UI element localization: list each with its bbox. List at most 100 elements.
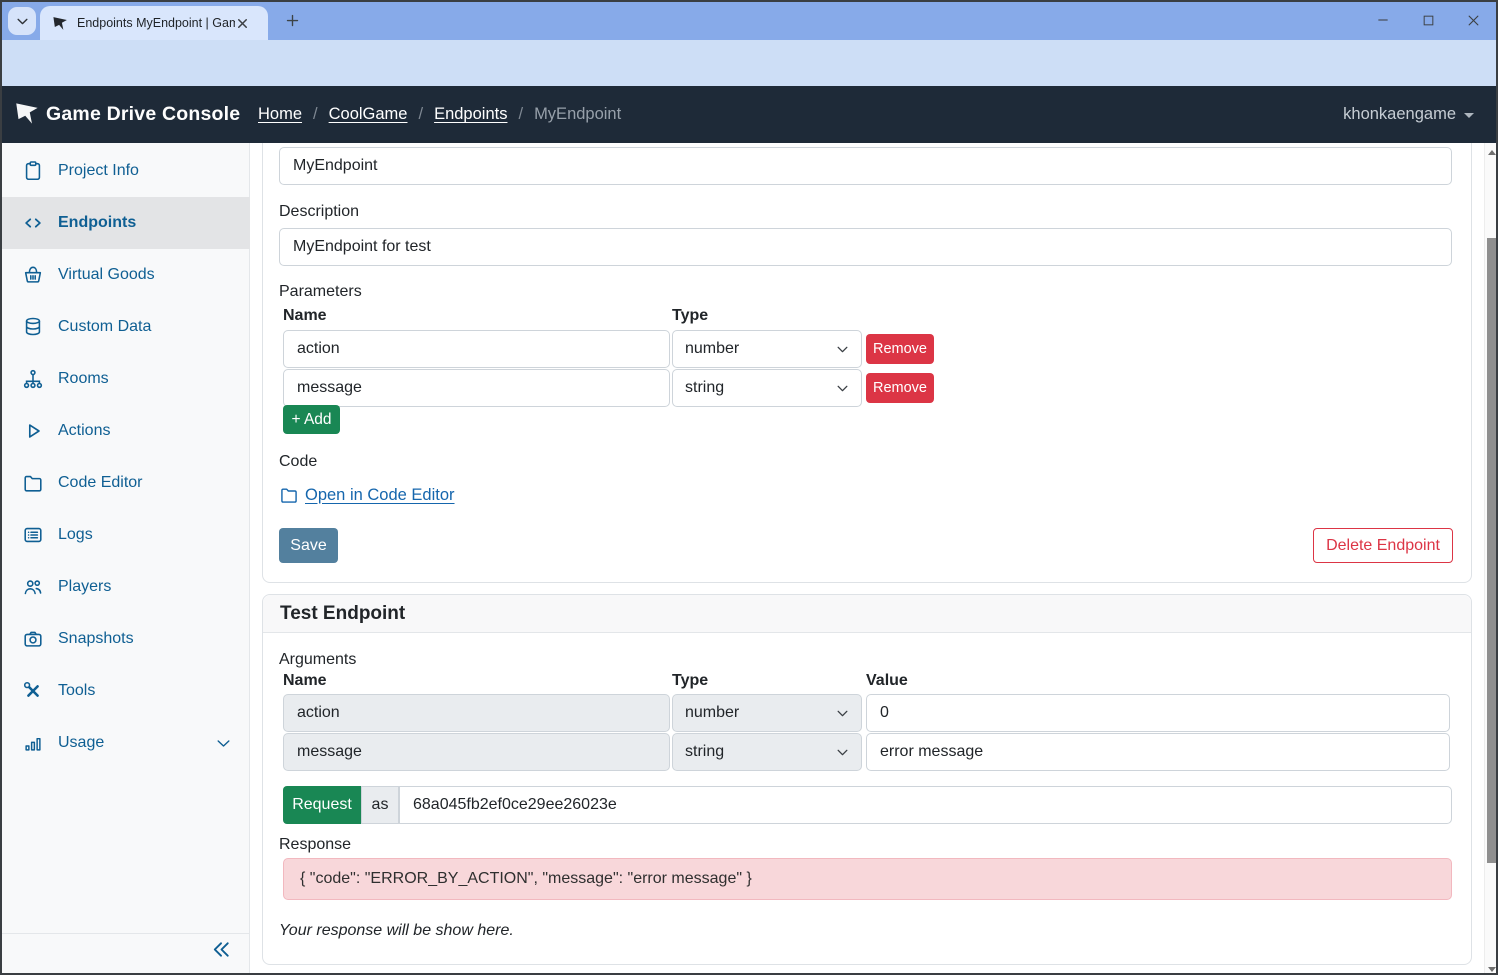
sidebar-item-virtual-goods[interactable]: Virtual Goods — [0, 249, 250, 301]
request-button[interactable]: Request — [283, 786, 361, 824]
window-maximize-button[interactable] — [1413, 0, 1443, 40]
plus-icon — [286, 14, 298, 26]
sitemap-icon — [23, 369, 43, 389]
window-close-icon — [1468, 15, 1478, 25]
scroll-down-arrow[interactable] — [1488, 967, 1496, 972]
param-name-input[interactable] — [283, 369, 670, 407]
database-icon — [25, 317, 41, 336]
player-id-input[interactable] — [399, 786, 1452, 824]
param-type-select[interactable]: number — [672, 330, 862, 368]
delete-endpoint-button[interactable]: Delete Endpoint — [1313, 528, 1453, 563]
breadcrumb: Home / CoolGame / Endpoints / MyEndpoint — [258, 86, 621, 143]
folder-icon — [24, 475, 42, 492]
sidebar-item-snapshots[interactable]: Snapshots — [0, 613, 250, 665]
arg-name-input — [283, 694, 670, 732]
sidebar-item-rooms[interactable]: Rooms — [0, 353, 250, 405]
username: khonkaengame — [1343, 105, 1456, 123]
tab-search-button[interactable] — [8, 7, 36, 35]
window-minimize-button[interactable] — [1368, 0, 1398, 40]
code-label: Code — [279, 453, 318, 470]
sidebar-item-tools[interactable]: Tools — [0, 665, 250, 717]
page-scrollbar[interactable] — [1484, 143, 1498, 975]
arg-type-header: Type — [672, 672, 709, 689]
sidebar-item-code-editor[interactable]: Code Editor — [0, 457, 250, 509]
open-code-editor-link[interactable]: Open in Code Editor — [279, 485, 455, 505]
arg-type-select: string — [672, 733, 862, 771]
scroll-up-arrow[interactable] — [1488, 150, 1496, 155]
param-name-input[interactable] — [283, 330, 670, 368]
main-content: Description Parameters Name Type number … — [250, 143, 1484, 975]
sidebar-divider — [0, 933, 250, 934]
sidebar-item-logs[interactable]: Logs — [0, 509, 250, 561]
brand-logo-icon — [14, 100, 41, 127]
arg-value-header: Value — [866, 672, 908, 689]
people-icon — [24, 580, 42, 595]
sidebar-item-actions[interactable]: Actions — [0, 405, 250, 457]
response-label: Response — [279, 836, 352, 853]
chevron-down-icon — [1464, 113, 1474, 118]
test-endpoint-title: Test Endpoint — [280, 603, 406, 624]
remove-param-button[interactable]: Remove — [866, 373, 934, 403]
chevron-down-icon — [837, 385, 848, 391]
breadcrumb-separator: / — [313, 105, 318, 123]
camera-icon — [24, 631, 42, 647]
save-button[interactable]: Save — [279, 528, 338, 563]
breadcrumb-separator: / — [418, 105, 424, 123]
arg-name-header: Name — [283, 672, 327, 689]
bar-chart-icon — [25, 737, 41, 751]
list-icon — [24, 527, 42, 543]
test-endpoint-card: Test Endpoint — [262, 594, 1472, 965]
chevron-down-icon — [837, 346, 848, 352]
breadcrumb-home[interactable]: Home — [258, 105, 303, 123]
param-type-select[interactable]: string — [672, 369, 862, 407]
arg-type-value: number — [685, 704, 740, 721]
arg-name-input — [283, 733, 670, 771]
double-chevron-left-icon — [213, 942, 229, 957]
window-close-button[interactable] — [1458, 0, 1488, 40]
parameters-label: Parameters — [279, 283, 362, 300]
param-name-header: Name — [283, 307, 327, 324]
add-param-button[interactable]: + Add — [283, 405, 340, 434]
user-menu[interactable]: khonkaengame — [1343, 86, 1474, 143]
arg-value-input[interactable] — [866, 694, 1450, 732]
test-endpoint-header: Test Endpoint — [263, 595, 1471, 633]
tools-icon — [23, 681, 39, 697]
scrollbar-thumb[interactable] — [1487, 238, 1497, 863]
chevron-down-icon — [837, 710, 848, 716]
description-input[interactable] — [279, 228, 1452, 266]
arg-type-select: number — [672, 694, 862, 732]
breadcrumb-project[interactable]: CoolGame — [328, 105, 408, 123]
arg-type-value: string — [685, 743, 725, 760]
breadcrumb-endpoints[interactable]: Endpoints — [434, 105, 508, 123]
endpoint-name-input[interactable] — [279, 147, 1452, 185]
description-label: Description — [279, 203, 360, 220]
chevron-down-icon — [217, 739, 230, 747]
breadcrumb-current: MyEndpoint — [534, 105, 622, 123]
param-type-value: string — [685, 379, 725, 396]
folder-icon — [281, 488, 297, 503]
sidebar-item-endpoints[interactable]: Endpoints — [0, 197, 250, 249]
code-brackets-icon — [25, 218, 41, 228]
remove-param-button[interactable]: Remove — [866, 334, 934, 364]
favicon — [53, 16, 67, 30]
play-icon — [28, 424, 40, 438]
basket-icon — [24, 266, 42, 283]
arg-value-input[interactable] — [866, 733, 1450, 771]
sidebar-item-project-info[interactable]: Project Info — [0, 145, 250, 197]
sidebar-item-players[interactable]: Players — [0, 561, 250, 613]
breadcrumb-separator: / — [518, 105, 524, 123]
tab-close-icon[interactable] — [235, 16, 250, 31]
chevron-down-icon — [837, 749, 848, 755]
new-tab-button[interactable] — [282, 10, 302, 30]
sidebar-collapse-button[interactable] — [210, 938, 233, 961]
clipboard-icon — [25, 161, 41, 181]
response-placeholder-note: Your response will be show here. — [279, 922, 514, 939]
sidebar-item-custom-data[interactable]: Custom Data — [0, 301, 250, 353]
sidebar-item-usage[interactable]: Usage — [0, 717, 250, 769]
app-navbar — [0, 86, 1498, 143]
response-alert: { "code": "ERROR_BY_ACTION", "message": … — [283, 858, 1452, 900]
maximize-icon — [1423, 15, 1433, 25]
